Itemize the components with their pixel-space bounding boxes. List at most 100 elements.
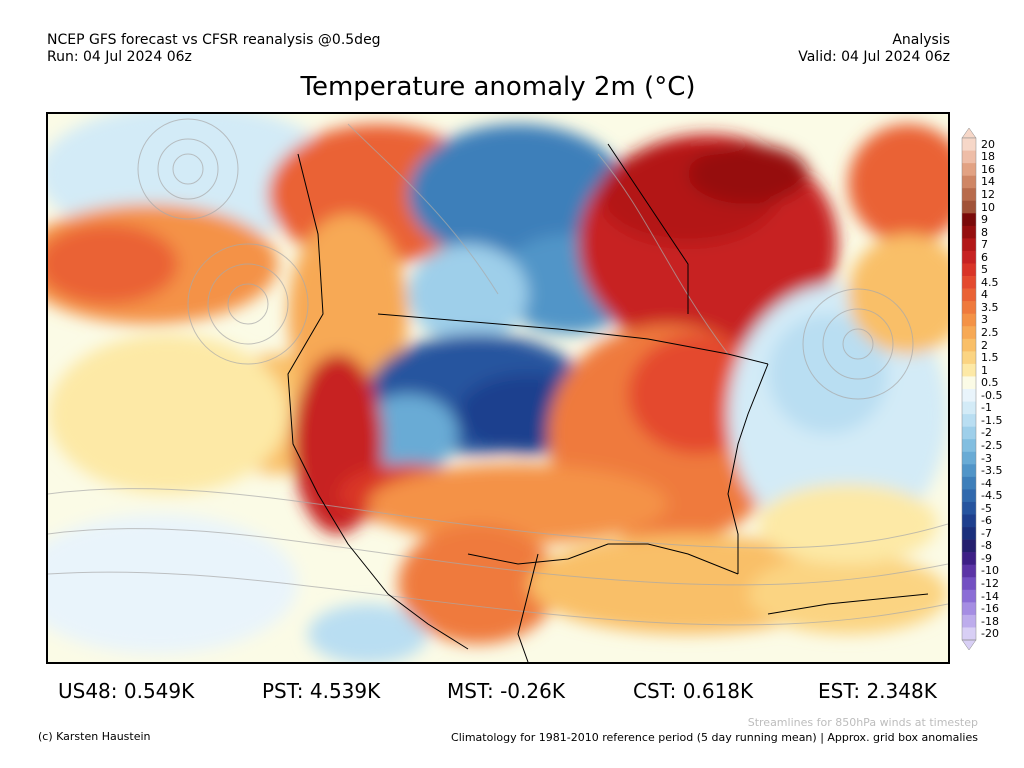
- streamlines: [48, 118, 948, 626]
- color-legend-cell: [962, 389, 976, 402]
- run-time: Run: 04 Jul 2024 06z: [47, 49, 192, 65]
- credit: (c) Karsten Haustein: [38, 730, 151, 743]
- color-legend-cell: [962, 501, 976, 515]
- color-legend-cell: [962, 326, 976, 340]
- color-legend-cell: [962, 602, 976, 616]
- color-legend-cell: [962, 589, 976, 603]
- color-legend-cell: [962, 464, 976, 478]
- stat-mst: MST: -0.26K: [447, 679, 565, 703]
- color-legend-cell: [962, 263, 976, 277]
- coastlines: [287, 143, 929, 662]
- color-legend-label: -3.5: [981, 464, 1003, 478]
- stat-us48: US48: 0.549K: [58, 679, 195, 703]
- color-legend-frame: [961, 137, 977, 641]
- color-legend-cell: [962, 476, 976, 490]
- color-legend-label: -8: [981, 539, 992, 553]
- color-legend-cell: [962, 351, 976, 365]
- color-legend-label: 8: [981, 225, 988, 239]
- color-legend-top-arrow: [961, 128, 977, 139]
- color-legend-label: 3: [981, 313, 988, 327]
- color-legend-cell: [962, 552, 976, 565]
- color-legend-label: 14: [981, 175, 995, 189]
- color-legend-cell: [962, 401, 976, 415]
- color-legend-cell: [962, 188, 976, 202]
- color-legend-label: -0.5: [981, 388, 1003, 402]
- color-legend-label: 10: [981, 200, 995, 214]
- color-legend-label: -1: [981, 401, 992, 415]
- model-description: NCEP GFS forecast vs CFSR reanalysis @0.…: [47, 32, 381, 48]
- color-legend-label: 1: [981, 363, 988, 377]
- color-legend-cell: [962, 439, 976, 453]
- regional-stats: US48: 0.549K PST: 4.539K MST: -0.26K CST…: [0, 679, 1024, 707]
- color-legend-cell: [962, 225, 976, 239]
- color-legend-label: 1.5: [981, 351, 999, 365]
- color-legend-cell: [962, 426, 976, 440]
- color-legend-cell: [962, 250, 976, 264]
- color-legend-cell: [962, 213, 976, 227]
- stat-est: EST: 2.348K: [818, 679, 937, 703]
- color-legend-cell: [962, 276, 976, 289]
- color-legend-cell: [962, 313, 976, 327]
- color-legend-label: -5: [981, 501, 992, 515]
- color-legend-cell: [962, 489, 976, 503]
- color-legend-cell: [962, 200, 976, 214]
- color-legend-cell: [962, 627, 976, 641]
- color-legend-label: -6: [981, 514, 992, 528]
- climatology-note: Climatology for 1981-2010 reference peri…: [451, 731, 978, 744]
- stat-cst: CST: 0.618K: [633, 679, 754, 703]
- color-legend-cell: [962, 150, 976, 164]
- color-legend-label: 9: [981, 213, 988, 227]
- color-legend-cell: [962, 338, 976, 352]
- color-legend-label: 5: [981, 263, 988, 277]
- color-legend-cell: [962, 564, 976, 578]
- color-legend-cell: [962, 451, 976, 465]
- color-legend-cell: [962, 376, 976, 390]
- color-legend-label: -14: [981, 589, 999, 603]
- color-legend: [961, 128, 977, 650]
- streamlines-note: Streamlines for 850hPa winds at timestep: [747, 716, 978, 729]
- color-legend-cell: [962, 138, 976, 151]
- color-legend-label: -1.5: [981, 413, 1003, 427]
- color-legend-label: -10: [981, 564, 999, 578]
- color-legend-cell: [962, 414, 976, 427]
- color-legend-cell: [962, 363, 976, 377]
- color-legend-cell: [962, 301, 976, 314]
- color-legend-cell: [962, 238, 976, 252]
- stat-pst: PST: 4.539K: [262, 679, 381, 703]
- color-legend-label: 0.5: [981, 376, 999, 390]
- color-legend-label: -20: [981, 627, 999, 641]
- page-title: Temperature anomaly 2m (°C): [300, 72, 696, 102]
- color-legend-label: 4.5: [981, 275, 999, 289]
- color-legend-label: 20: [981, 137, 995, 151]
- color-legend-cell: [962, 614, 976, 628]
- color-legend-cell: [962, 175, 976, 189]
- color-legend-label: 6: [981, 250, 988, 264]
- color-legend-label: -2: [981, 426, 992, 440]
- color-legend-label: 4: [981, 288, 988, 302]
- color-legend-label: 16: [981, 162, 995, 176]
- color-legend-cell: [962, 539, 976, 553]
- color-legend-label: -4.5: [981, 489, 1003, 503]
- color-legend-label: -18: [981, 614, 999, 628]
- color-legend-label: -7: [981, 526, 992, 540]
- color-legend-cell: [962, 577, 976, 591]
- color-legend-label: -16: [981, 602, 999, 616]
- color-legend-label: 3.5: [981, 300, 999, 314]
- anomaly-field: [48, 114, 948, 662]
- color-legend-label: 7: [981, 238, 988, 252]
- color-legend-label: -2.5: [981, 438, 1003, 452]
- valid-time: Valid: 04 Jul 2024 06z: [798, 49, 950, 65]
- color-legend-bottom-arrow: [961, 639, 977, 650]
- temperature-anomaly-map: [46, 112, 950, 664]
- analysis-label: Analysis: [892, 32, 950, 48]
- color-legend-label: -12: [981, 577, 999, 591]
- color-legend-cell: [962, 163, 976, 176]
- color-legend-label: -4: [981, 476, 992, 490]
- color-legend-label: 18: [981, 150, 995, 164]
- color-legend-label: 12: [981, 187, 995, 201]
- color-legend-cell: [962, 288, 976, 302]
- color-legend-cell: [962, 527, 976, 540]
- color-legend-cell: [962, 514, 976, 528]
- color-legend-label: 2.5: [981, 326, 999, 340]
- color-legend-label: -9: [981, 551, 992, 565]
